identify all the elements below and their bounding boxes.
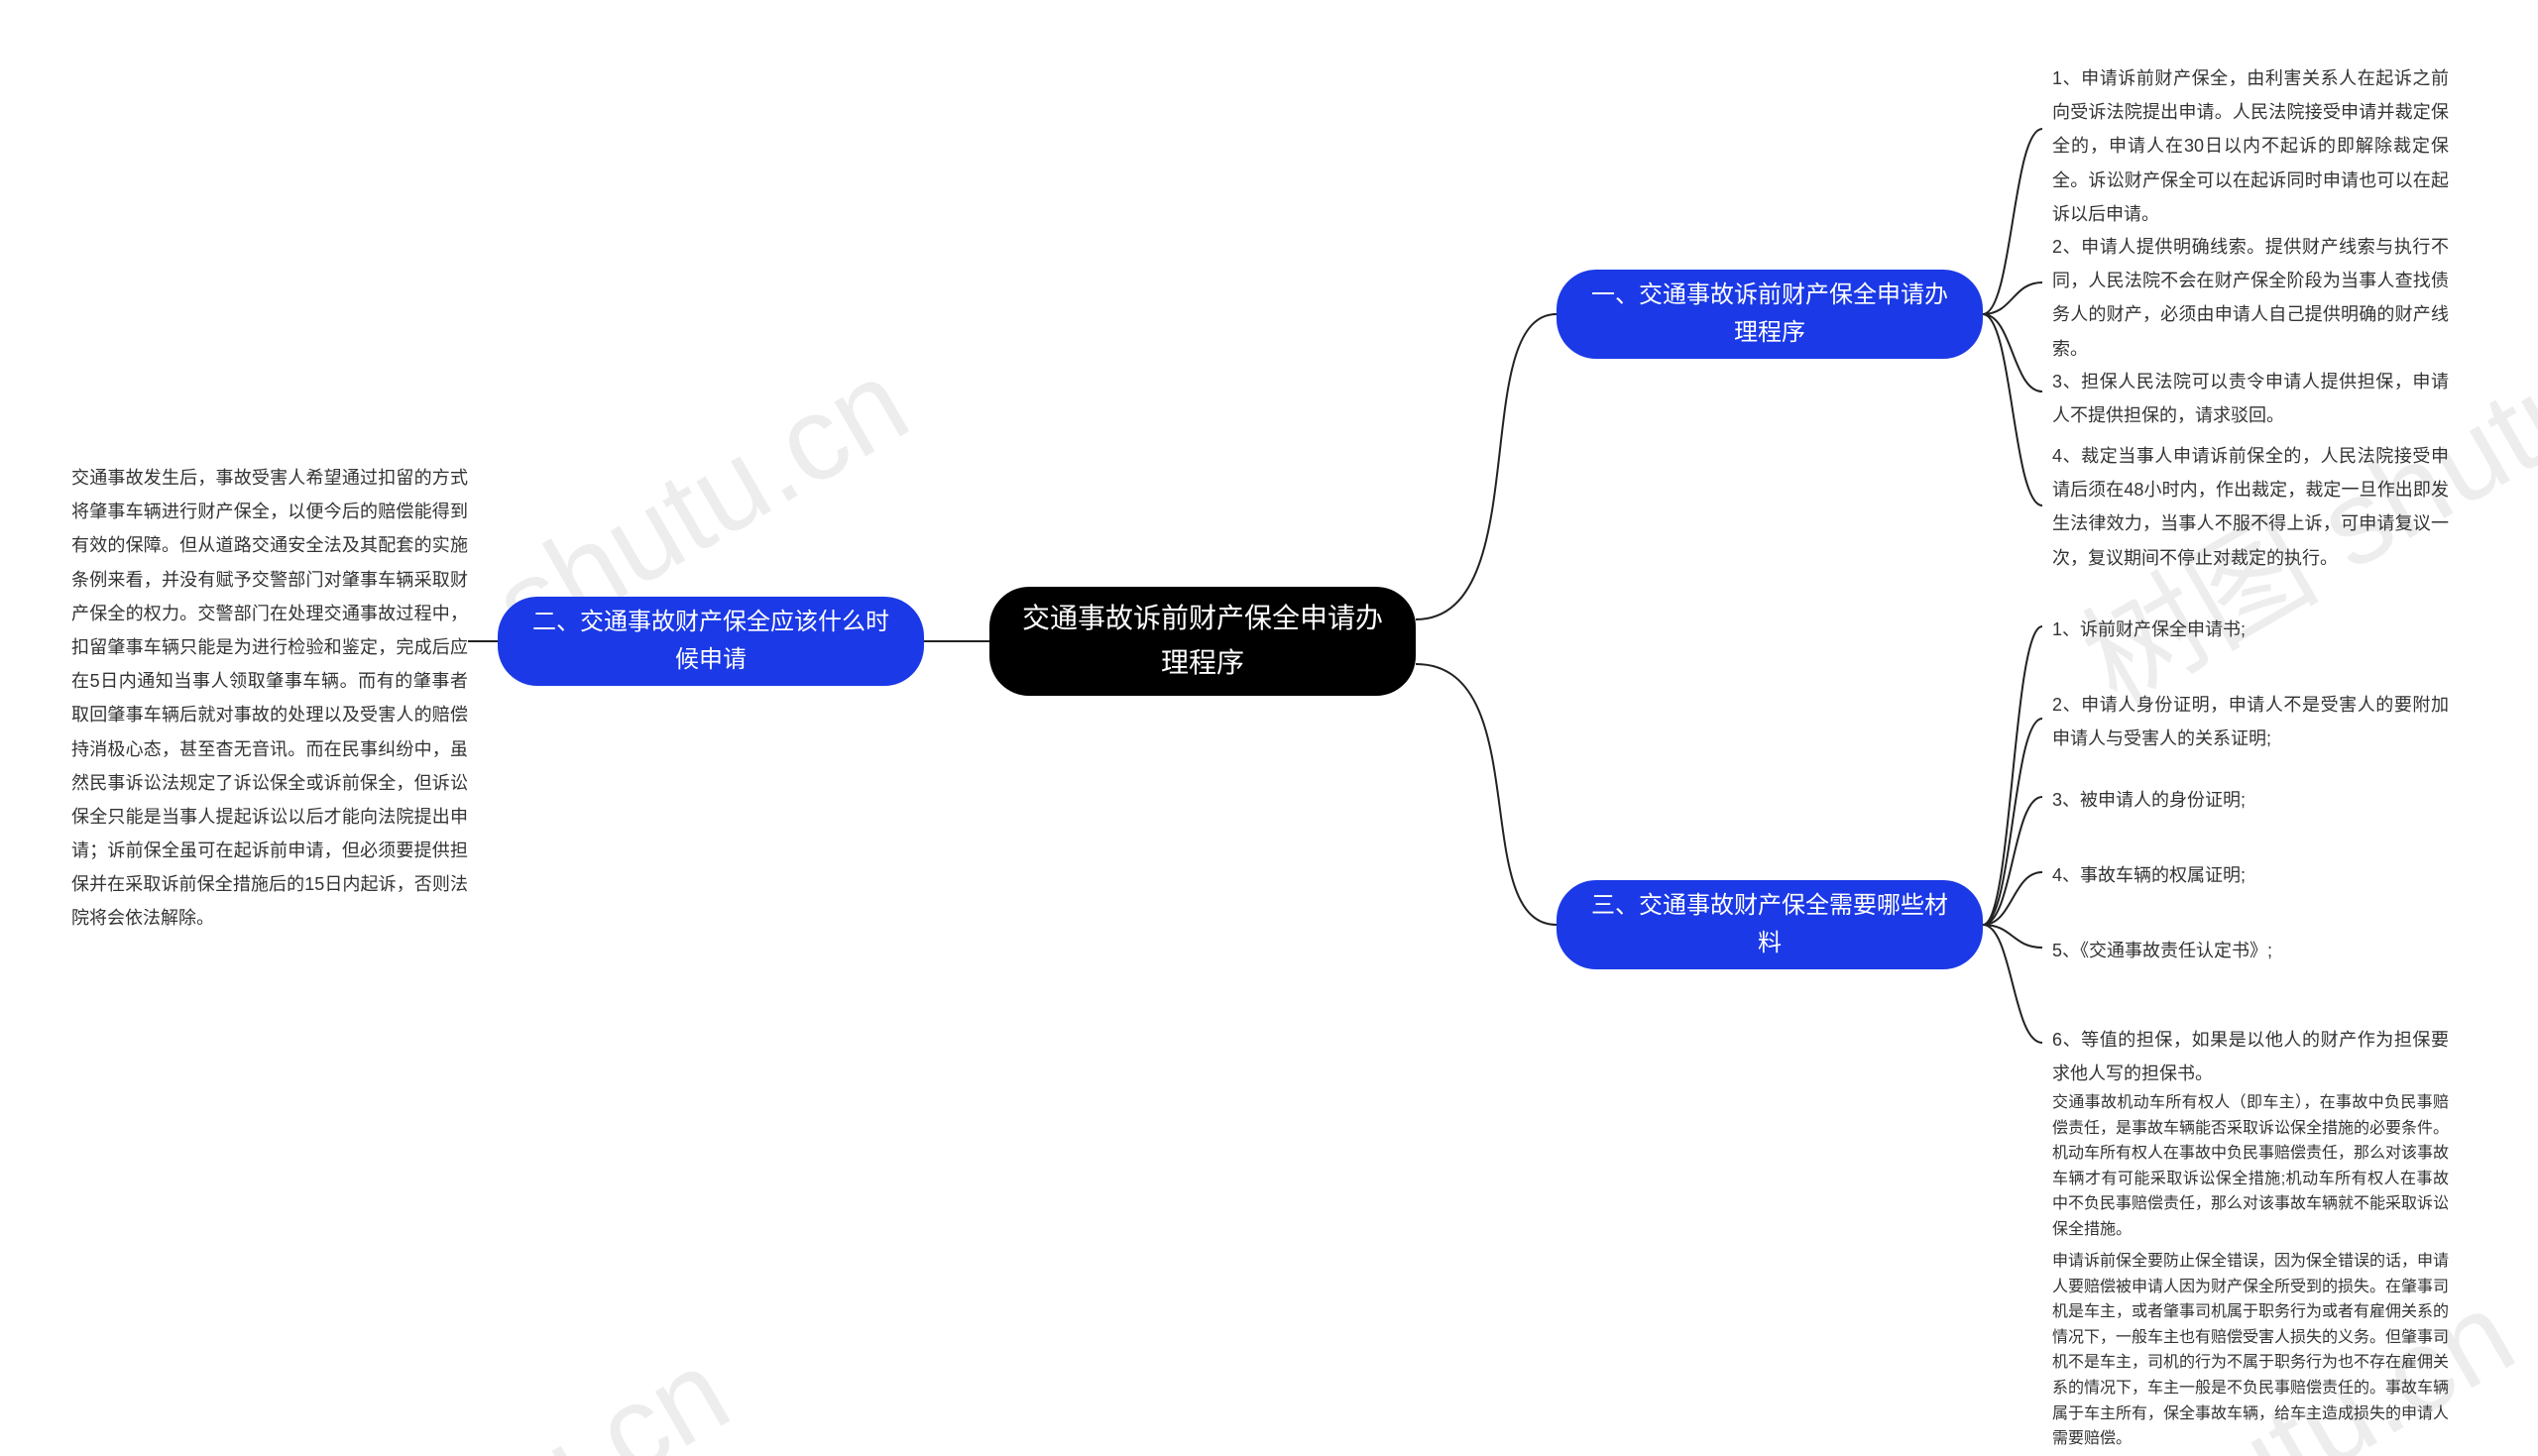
root-node[interactable]: 交通事故诉前财产保全申请办理程序 (989, 587, 1416, 696)
leaf-procedure-3: 3、担保人民法院可以责令申请人提供担保，申请人不提供担保的，请求驳回。 (2052, 365, 2449, 432)
leaf-procedure-2: 2、申请人提供明确线索。提供财产线索与执行不同，人民法院不会在财产保全阶段为当事… (2052, 230, 2449, 366)
leaf-material-4: 4、事故车辆的权属证明; (2052, 858, 2246, 892)
leaf-material-6-sub-1: 交通事故机动车所有权人（即车主），在事故中负民事赔偿责任，是事故车辆能否采取诉讼… (2052, 1090, 2449, 1243)
branch-label: 二、交通事故财产保全应该什么时候申请 (527, 604, 894, 680)
branch-label: 一、交通事故诉前财产保全申请办理程序 (1586, 277, 1953, 353)
leaf-when-to-apply: 交通事故发生后，事故受害人希望通过扣留的方式将肇事车辆进行财产保全，以便今后的赔… (71, 461, 468, 936)
leaf-material-6-sub-2: 申请诉前保全要防止保全错误，因为保全错误的话，申请人要赔偿被申请人因为财产保全所… (2052, 1249, 2449, 1452)
leaf-procedure-1: 1、申请诉前财产保全，由利害关系人在起诉之前向受诉法院提出申请。人民法院接受申请… (2052, 61, 2449, 231)
mindmap-canvas: shutu.cn 树图 shutu.cn shutu.cn tu.cn 交通事故… (0, 0, 2538, 1456)
leaf-procedure-4: 4、裁定当事人申请诉前保全的，人民法院接受申请后须在48小时内，作出裁定，裁定一… (2052, 439, 2449, 575)
root-label: 交通事故诉前财产保全申请办理程序 (1019, 597, 1386, 686)
branch-materials[interactable]: 三、交通事故财产保全需要哪些材料 (1557, 880, 1983, 969)
branch-label: 三、交通事故财产保全需要哪些材料 (1586, 887, 1953, 963)
leaf-material-2: 2、申请人身份证明，申请人不是受害人的要附加申请人与受害人的关系证明; (2052, 688, 2449, 755)
leaf-material-3: 3、被申请人的身份证明; (2052, 783, 2246, 817)
leaf-material-5: 5、《交通事故责任认定书》; (2052, 934, 2272, 967)
branch-procedure[interactable]: 一、交通事故诉前财产保全申请办理程序 (1557, 270, 1983, 359)
leaf-material-6: 6、等值的担保，如果是以他人的财产作为担保要求他人写的担保书。 (2052, 1023, 2449, 1090)
watermark: tu.cn (459, 1322, 750, 1456)
branch-when-to-apply[interactable]: 二、交通事故财产保全应该什么时候申请 (498, 597, 924, 686)
leaf-material-1: 1、诉前财产保全申请书; (2052, 613, 2246, 646)
